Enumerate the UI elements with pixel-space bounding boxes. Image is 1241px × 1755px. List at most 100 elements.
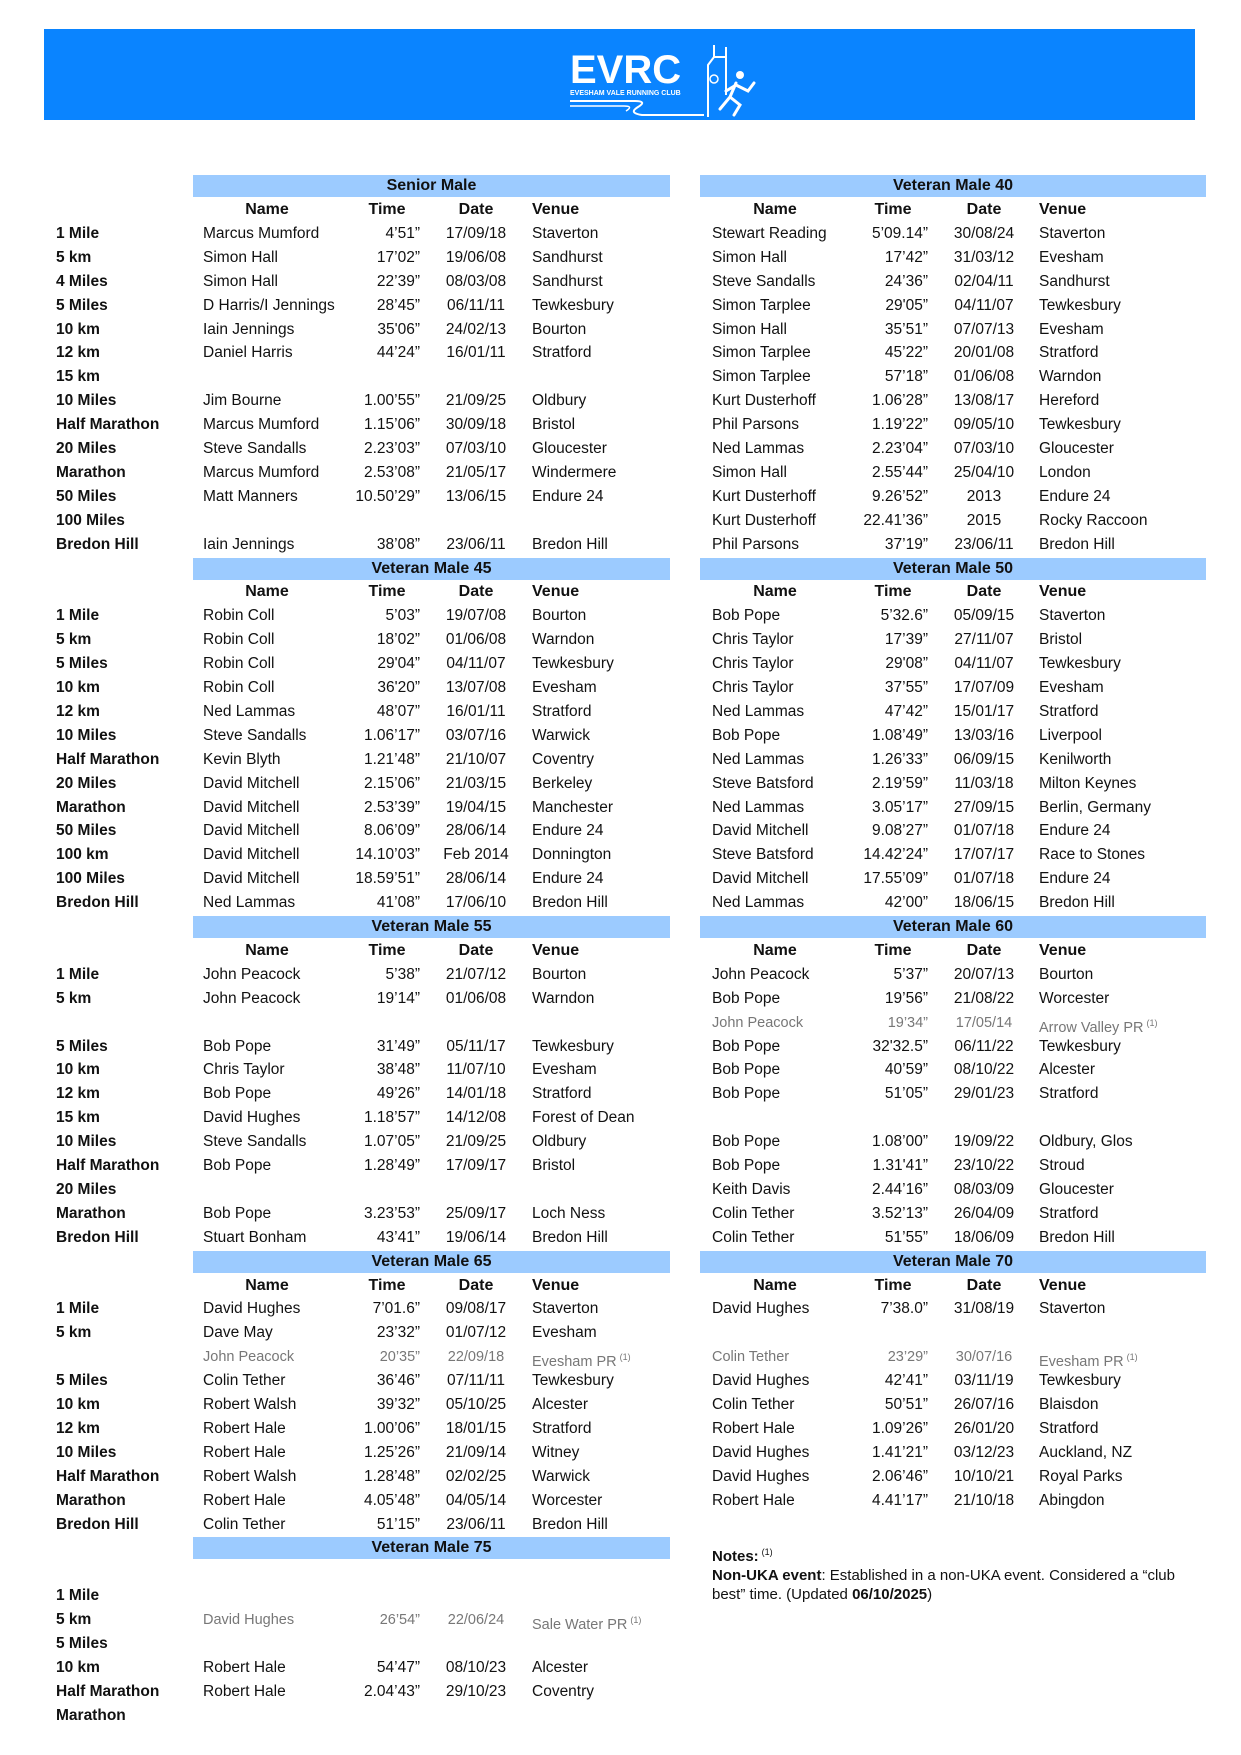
record-date: 05/09/15 — [953, 607, 1015, 625]
venue-text: Staverton — [532, 224, 599, 242]
record-date: 27/09/15 — [953, 798, 1015, 816]
record-venue: Bourton — [532, 604, 586, 628]
record-date: 17/09/17 — [445, 1157, 507, 1174]
record-time: 35'06” — [377, 320, 420, 338]
record-date: 13/03/16 — [953, 726, 1015, 744]
venue-text: Hereford — [1039, 392, 1100, 410]
record-date: 18/06/15 — [953, 894, 1015, 912]
record-time: 42’00” — [884, 894, 928, 912]
record-venue: Bredon Hill — [1039, 533, 1115, 557]
record-time: 17.55’09” — [863, 870, 928, 888]
record-name: David Hughes — [712, 1443, 810, 1461]
event-label: 5 Miles — [56, 1635, 108, 1652]
record-time: 1.41’21” — [871, 1443, 928, 1461]
venue-text: Bristol — [532, 1157, 576, 1174]
record-venue: Manchester — [532, 796, 613, 820]
venue-text: Endure 24 — [532, 870, 604, 888]
record-date: 21/08/22 — [953, 989, 1015, 1007]
record-date: 19/06/08 — [445, 248, 507, 266]
section-title-left: Veteran Male 55 — [193, 916, 670, 938]
venue-text: Berkeley — [532, 774, 593, 792]
section-title-right: Veteran Male 60 — [700, 916, 1206, 938]
record-venue: Abingdon — [1039, 1489, 1105, 1513]
venue-text: Stratford — [1039, 1419, 1099, 1437]
column-header-venue: Venue — [532, 201, 580, 218]
record-date: 18/01/15 — [445, 1419, 507, 1437]
record-name: Simon Hall — [712, 248, 787, 266]
record-name: Simon Hall — [203, 248, 278, 266]
section-title-right: Veteran Male 70 — [700, 1250, 1206, 1273]
record-name: Robert Walsh — [203, 1467, 297, 1485]
event-label: 12 km — [56, 1419, 100, 1437]
record-name: Steve Sandalls — [203, 440, 307, 457]
record-name: Iain Jennings — [203, 535, 295, 553]
record-time: 24’36” — [884, 272, 928, 290]
record-time: 22.41’36” — [863, 511, 928, 529]
record-name: Simon Hall — [203, 272, 278, 290]
record-date: 17/07/09 — [953, 679, 1015, 696]
record-name: John Peacock — [203, 1349, 295, 1366]
event-label: 5 Miles — [56, 1372, 108, 1390]
record-name: John Peacock — [203, 989, 301, 1007]
record-name: David Hughes — [203, 1300, 301, 1318]
record-time: 57’18” — [884, 368, 928, 386]
record-name: David Hughes — [203, 1612, 295, 1629]
record-time: 45’22” — [884, 344, 928, 362]
column-header-time: Time — [874, 583, 912, 601]
event-label: 100 Miles — [56, 870, 125, 888]
record-venue: Tewkesbury — [1039, 1369, 1121, 1393]
venue-text: Bredon Hill — [1039, 535, 1115, 553]
record-venue: Warndon — [1039, 365, 1101, 389]
record-name: David Hughes — [712, 1467, 810, 1485]
record-venue: Staverton — [1039, 222, 1105, 246]
column-header-date: Date — [966, 201, 1002, 218]
record-venue: Tewkesbury — [1039, 294, 1121, 318]
column-header-venue: Venue — [1039, 583, 1087, 601]
record-name: David Hughes — [203, 1109, 301, 1127]
tower-icon — [707, 45, 727, 117]
logo-subtitle: EVESHAM VALE RUNNING CLUB — [570, 90, 681, 97]
column-header-date: Date — [458, 1276, 494, 1294]
column-header-venue: Venue — [532, 583, 580, 601]
column-header-time: Time — [368, 941, 406, 959]
record-name: Ned Lammas — [712, 750, 805, 768]
record-time: 36’46” — [376, 1372, 420, 1390]
venue-text: Sandhurst — [1039, 272, 1110, 290]
record-name: Ned Lammas — [712, 798, 805, 816]
venue-text: Stratford — [1039, 702, 1099, 720]
club-banner: EVRC EVESHAM VALE RUNNING CLUB — [44, 29, 1195, 120]
record-date: 17/07/17 — [953, 846, 1015, 864]
record-time: 14.10’03” — [355, 846, 420, 864]
record-time: 18.59’51” — [355, 870, 420, 888]
event-label: 15 km — [56, 368, 100, 386]
record-name: Bob Pope — [712, 1133, 781, 1151]
record-time: 1.26’33” — [871, 750, 928, 768]
record-time: 17’39” — [884, 631, 928, 649]
record-name: Stuart Bonham — [203, 1228, 307, 1246]
venue-text: Gloucester — [1039, 440, 1114, 457]
record-venue: Warwick — [532, 724, 590, 748]
record-time: 1.19’22” — [871, 416, 928, 434]
record-venue: Tewkesbury — [532, 1369, 614, 1393]
venue-text: Berlin, Germany — [1039, 798, 1151, 816]
event-label: 5 Miles — [56, 655, 108, 673]
record-venue: Staverton — [1039, 1297, 1105, 1321]
record-venue: Endure 24 — [1039, 485, 1111, 509]
record-name: Chris Taylor — [712, 631, 794, 649]
record-venue: Endure 24 — [532, 485, 604, 509]
column-header-date: Date — [966, 941, 1002, 959]
record-date: 06/11/22 — [954, 1037, 1014, 1055]
record-name: Ned Lammas — [712, 894, 805, 912]
record-venue: Bristol — [532, 1154, 575, 1178]
record-venue: Evesham — [532, 1321, 597, 1345]
venue-text: Tewkesbury — [532, 655, 614, 673]
notes-term: Non-UKA event — [712, 1567, 822, 1584]
record-venue: Forest of Dean — [532, 1106, 635, 1130]
record-name: Simon Hall — [712, 320, 787, 338]
record-name: David Mitchell — [203, 774, 300, 792]
record-venue: Endure 24 — [1039, 819, 1111, 843]
venue-text: Endure 24 — [1039, 870, 1111, 888]
event-label: 12 km — [56, 702, 100, 720]
record-time: 37’19” — [884, 535, 928, 553]
record-date: 01/07/18 — [953, 870, 1015, 888]
